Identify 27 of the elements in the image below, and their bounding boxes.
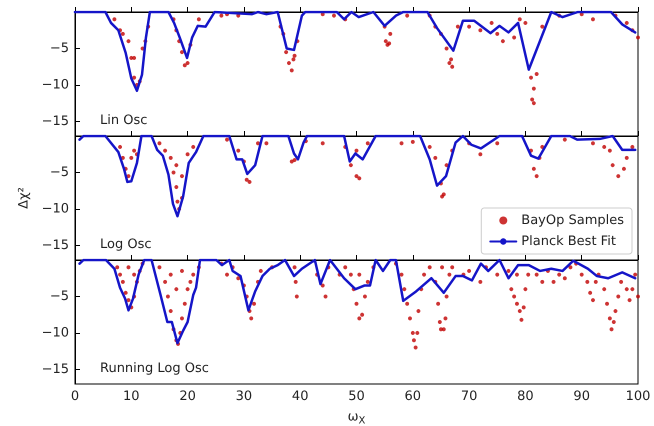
x-tick-label: 30: [236, 389, 252, 404]
x-tick-label: 50: [348, 389, 365, 404]
x-tick-label: 90: [573, 389, 590, 404]
x-tick-label: 0: [70, 389, 80, 404]
y-tick-label: −5: [50, 288, 69, 304]
x-tick-label: 100: [626, 389, 650, 404]
y-tick-label: −15: [42, 114, 69, 129]
annotation: Running Log Osc: [100, 361, 209, 376]
x-tick-label: 40: [292, 389, 308, 404]
legend-label: Planck Best Fit: [521, 234, 616, 249]
y-tick-label: −5: [50, 40, 69, 56]
annotation: Lin Osc: [100, 113, 148, 128]
x-tick-label: 20: [179, 389, 196, 404]
legend-label: BayOp Samples: [521, 213, 624, 228]
y-tick-label: −5: [50, 164, 69, 180]
y-tick-label: −10: [42, 325, 69, 340]
y-tick-label: −10: [42, 201, 69, 216]
y-tick-label: −15: [42, 238, 69, 253]
y-axis-title: Δχ²: [16, 187, 32, 209]
x-tick-label: 10: [123, 389, 140, 404]
y-tick-label: −15: [42, 362, 69, 377]
x-tick-label: 80: [517, 389, 534, 404]
x-tick-label: 60: [404, 389, 422, 404]
annotation: Log Osc: [100, 237, 152, 252]
line-series: [78, 258, 636, 344]
y-tick-label: −10: [42, 77, 69, 92]
x-tick-label: 70: [460, 389, 478, 404]
